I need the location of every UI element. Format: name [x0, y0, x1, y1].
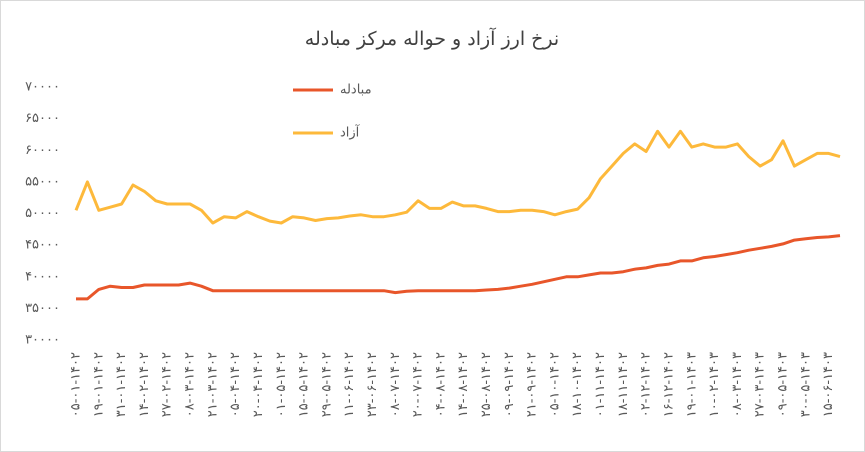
x-tick-label: ۱۹-۰۱-۱۴۰۲: [91, 352, 106, 417]
x-tick-label: ۳۱-۰۱-۱۴۰۲: [114, 352, 129, 417]
x-tick-label: ۲۷-۰۲-۱۴۰۲: [160, 352, 175, 417]
x-tick-label: ۰۵-۰۱-۱۴۰۲: [69, 352, 84, 417]
x-tick-label: ۱۱-۰۶-۱۴۰۲: [342, 352, 357, 417]
x-tick-label: ۰۹-۰۹-۱۴۰۲: [502, 352, 517, 417]
legend-label: مبادله: [340, 83, 372, 98]
x-tick-label: ۱۴-۰۲-۱۴۰۲: [137, 352, 152, 417]
y-tick-label: ۶۰۰۰۰: [25, 143, 60, 158]
x-tick-label: ۱۴-۰۸-۱۴۰۲: [456, 352, 471, 417]
x-tick-label: ۰۲-۱۲-۱۴۰۲: [639, 352, 654, 417]
x-tick-label: ۲۳-۰۶-۱۴۰۲: [365, 352, 380, 417]
y-tick-label: ۴۰۰۰۰: [25, 269, 60, 284]
series-line: [74, 129, 841, 225]
x-tick-label: ۲۰-۰۴-۱۴۰۲: [251, 352, 266, 417]
x-tick-label: ۲۵-۰۸-۱۴۰۲: [479, 352, 494, 417]
x-tick-label: ۲۹-۰۵-۱۴۰۲: [319, 352, 334, 417]
legend-label: آزاد: [340, 124, 361, 141]
y-tick-label: ۵۵۰۰۰: [25, 174, 60, 189]
x-tick-label: ۰۸-۰۳-۱۴۰۳: [730, 352, 745, 417]
x-tick-label: ۲۰-۰۷-۱۴۰۲: [411, 352, 426, 417]
x-tick-label: ۲۷-۰۳-۱۴۰۳: [753, 352, 768, 417]
y-tick-label: ۵۰۰۰۰: [25, 206, 60, 221]
x-tick-label: ۱۵-۰۶-۱۴۰۳: [821, 352, 836, 417]
y-tick-label: ۷۰۰۰۰: [25, 80, 60, 95]
x-tick-label: ۲۱-۰۳-۱۴۰۲: [205, 352, 220, 417]
x-tick-label: ۰۴-۰۸-۱۴۰۲: [433, 352, 448, 417]
x-tick-label: ۱۸-۱۰-۱۴۰۲: [570, 352, 585, 417]
x-tick-label: ۱۶-۱۲-۱۴۰۲: [661, 352, 676, 417]
x-tick-label: ۳۰-۰۵-۱۴۰۳: [798, 352, 813, 417]
y-tick-label: ۳۰۰۰۰: [25, 333, 60, 348]
x-tick-label: ۲۱-۰۹-۱۴۰۲: [525, 352, 540, 417]
x-tick-label: ۰۱-۰۵-۱۴۰۲: [274, 352, 289, 417]
x-tick-label: ۱۵-۰۵-۱۴۰۲: [297, 352, 312, 417]
x-tick-label: ۰۸-۰۷-۱۴۰۲: [388, 352, 403, 417]
y-tick-label: ۴۵۰۰۰: [25, 238, 60, 253]
x-tick-label: ۱۸-۱۱-۱۴۰۲: [616, 352, 631, 417]
x-tick-label: ۰۱-۱۱-۱۴۰۲: [593, 352, 608, 417]
y-tick-label: ۶۵۰۰۰: [25, 111, 60, 126]
x-tick-label: ۱۰-۰۲-۱۴۰۳: [707, 352, 722, 417]
y-tick-label: ۳۵۰۰۰: [25, 301, 60, 316]
x-tick-label: ۰۹-۰۵-۱۴۰۳: [775, 352, 790, 417]
x-tick-label: ۰۵-۱۰-۱۴۰۲: [547, 352, 562, 417]
series-line: [76, 234, 841, 301]
x-tick-label: ۰۵-۰۴-۱۴۰۲: [228, 352, 243, 417]
x-tick-label: ۰۸-۰۳-۱۴۰۲: [183, 352, 198, 417]
chart-title: نرخ ارز آزاد و حواله مرکز مبادله: [305, 27, 559, 50]
x-tick-label: ۱۹-۰۱-۱۴۰۳: [684, 352, 699, 417]
